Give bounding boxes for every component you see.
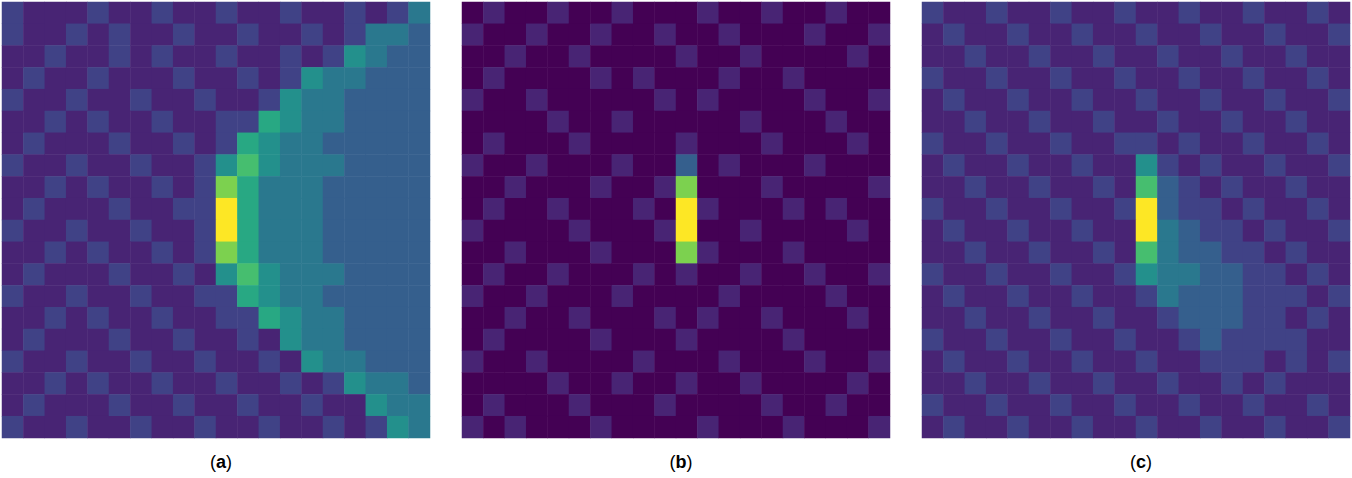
html-text:(a: (a — [210, 452, 226, 472]
svg-text:): ) — [226, 452, 232, 472]
svg-text:c: c — [1136, 452, 1146, 472]
svg-text:): ) — [1146, 452, 1152, 472]
svg-text:b: b — [676, 452, 687, 472]
svg-text:): ) — [686, 452, 692, 472]
